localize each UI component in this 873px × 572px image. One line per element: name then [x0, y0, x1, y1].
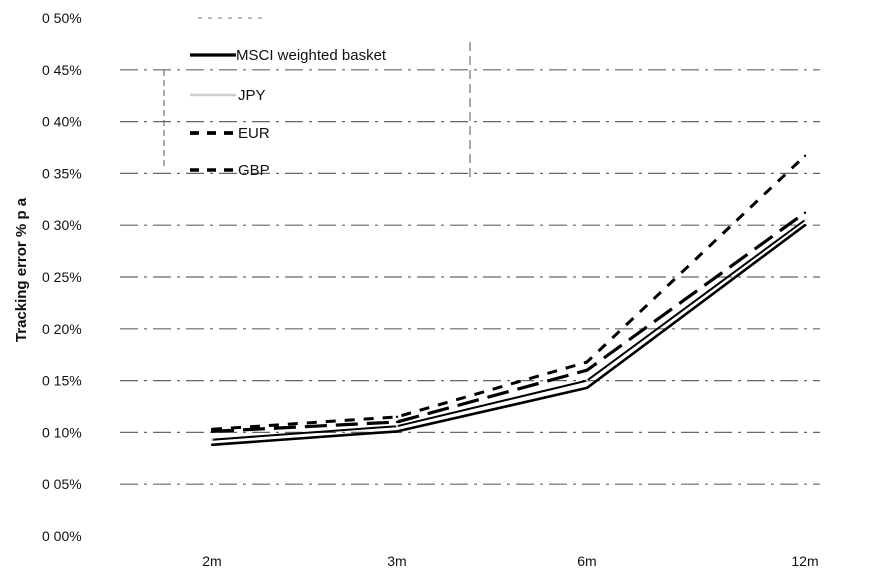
legend-label-gbp: GBP — [238, 162, 270, 179]
data-point-jpy — [803, 218, 807, 222]
data-point-msci-weighted-basket — [210, 443, 214, 447]
data-point-gbp — [395, 415, 399, 419]
y-tick-label: 0 40% — [42, 114, 82, 130]
y-axis-title: Tracking error % p a — [13, 197, 30, 342]
data-point-msci-weighted-basket — [803, 224, 807, 227]
y-tick-label: 0 50% — [42, 10, 82, 26]
data-point-jpy — [585, 379, 589, 382]
y-tick-label: 0 00% — [42, 528, 82, 544]
x-tick-label: 12m — [791, 553, 818, 569]
legend-label-msci-weighted-basket: MSCI weighted basket — [236, 47, 387, 64]
y-tick-label: 0 35% — [42, 165, 82, 181]
x-axis-tick-labels: 2m 3m 6m 12m — [202, 553, 818, 569]
legend-label-jpy: JPY — [238, 87, 266, 104]
y-tick-label: 0 10% — [42, 424, 82, 440]
y-tick-label: 0 30% — [42, 217, 82, 233]
y-tick-label: 0 05% — [42, 476, 82, 492]
y-tick-label: 0 45% — [42, 62, 82, 78]
data-point-eur — [585, 369, 589, 372]
data-point-eur — [803, 211, 807, 214]
series-lines — [210, 154, 807, 447]
y-axis-tick-labels: 0 00% 0 05% 0 10% 0 15% 0 20% 0 25% 0 30% 0 35%… — [42, 10, 82, 544]
data-point-msci-weighted-basket — [585, 386, 589, 390]
series-line-eur — [211, 211, 806, 433]
data-point-eur — [395, 420, 399, 424]
series-line-jpy — [211, 219, 806, 441]
data-point-gbp — [585, 360, 589, 364]
data-point-eur — [210, 430, 214, 433]
x-tick-label: 6m — [577, 553, 596, 569]
data-point-gbp — [803, 154, 807, 157]
y-tick-label: 0 20% — [42, 321, 82, 337]
y-tick-label: 0 25% — [42, 269, 82, 285]
data-point-msci-weighted-basket — [395, 430, 399, 433]
gridlines — [120, 69, 820, 485]
series-line-gbp — [211, 154, 807, 431]
legend-label-eur: EUR — [238, 125, 270, 142]
y-tick-label: 0 15% — [42, 373, 82, 389]
x-tick-label: 3m — [387, 553, 406, 569]
data-point-jpy — [210, 438, 214, 441]
series-line-msci-weighted-basket — [211, 224, 806, 447]
x-tick-label: 2m — [202, 553, 221, 569]
legend: MSCI weighted basket JPY EUR GBP — [163, 17, 471, 182]
data-point-jpy — [395, 424, 399, 428]
